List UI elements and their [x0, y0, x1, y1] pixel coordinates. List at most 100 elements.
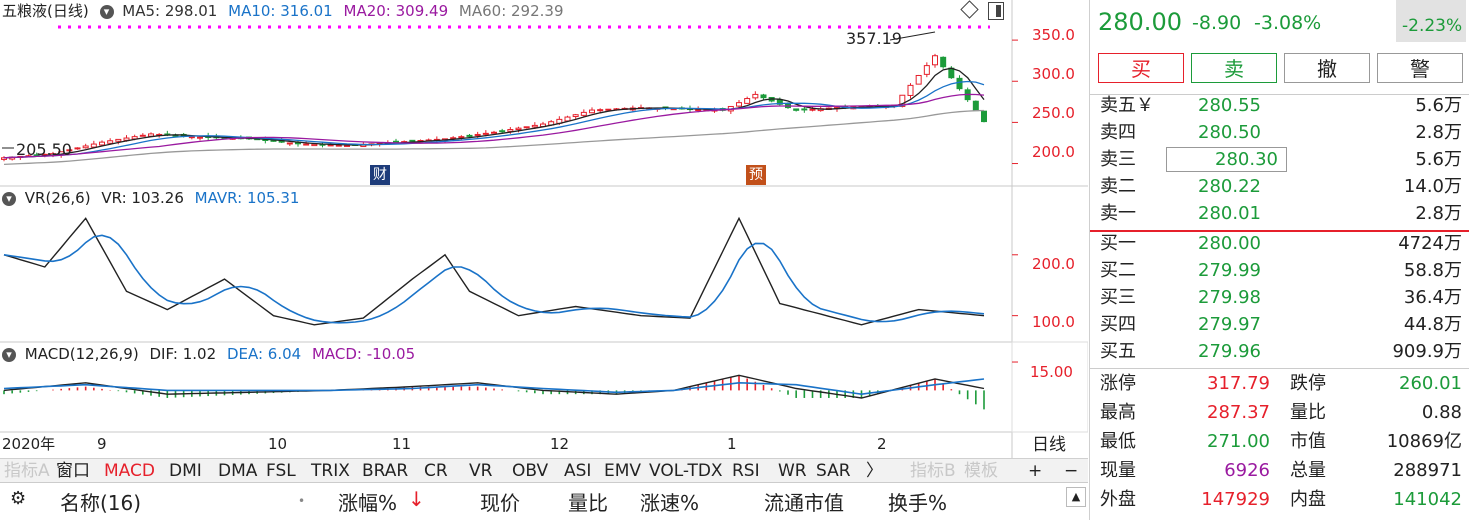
column-change-pct[interactable]: 涨幅%	[338, 491, 398, 515]
tab-16[interactable]: SAR	[816, 461, 851, 481]
tab-10[interactable]: OBV	[512, 461, 549, 481]
sell-button[interactable]: 卖	[1191, 53, 1277, 83]
bid-row-3[interactable]: 买三 279.98 36.4万	[1090, 284, 1469, 311]
book-level-label: 买五	[1100, 341, 1136, 362]
book-volume: 2.8万	[1415, 122, 1462, 143]
book-price[interactable]: 280.50	[1198, 122, 1261, 143]
ask-row-4[interactable]: 卖二 280.22 14.0万	[1090, 173, 1469, 200]
book-price[interactable]: 280.55	[1198, 95, 1261, 116]
column-name[interactable]: 名称(16)	[60, 491, 142, 515]
candle-body	[99, 141, 105, 146]
tab-7[interactable]: BRAR	[362, 461, 409, 481]
tab-17[interactable]: 〉	[866, 461, 883, 481]
book-price[interactable]: 280.00	[1198, 233, 1261, 254]
ma5-value: MA5: 298.01	[122, 2, 218, 20]
forecast-marker[interactable]: 预	[746, 165, 766, 185]
book-price[interactable]: 279.96	[1198, 341, 1261, 362]
kline-chart[interactable]	[0, 0, 1088, 458]
settings-icon[interactable]: ⚙	[10, 488, 27, 509]
tab-18[interactable]: 指标B	[910, 461, 956, 481]
stat-label: 总量	[1290, 460, 1326, 481]
book-volume: 2.8万	[1415, 203, 1462, 224]
column-turnover[interactable]: 换手%	[888, 491, 948, 515]
candle-body	[66, 149, 73, 152]
buttons-divider	[1090, 94, 1469, 95]
ma60-value: MA60: 292.39	[458, 2, 564, 20]
candle-body	[139, 134, 146, 137]
stats-row: 外盘 147929 内盘 141042	[1090, 486, 1469, 513]
candle-body	[736, 102, 742, 107]
book-price[interactable]: 279.99	[1198, 260, 1261, 281]
book-volume: 44.8万	[1403, 314, 1462, 335]
book-price[interactable]: 279.98	[1198, 287, 1261, 308]
ma20-line	[3, 93, 985, 159]
gear-icon[interactable]: ▾	[2, 347, 16, 362]
gear-icon[interactable]: ▾	[99, 4, 114, 19]
ask-row-5[interactable]: 卖一 280.01 2.8万	[1090, 200, 1469, 227]
finance-marker[interactable]: 财	[370, 165, 390, 185]
bid-row-2[interactable]: 买二 279.99 58.8万	[1090, 257, 1469, 284]
sort-down-icon[interactable]: ↓	[408, 487, 425, 511]
tab-13[interactable]: VOL-TDX	[649, 461, 723, 481]
gear-icon[interactable]: ▾	[2, 191, 16, 206]
tab-14[interactable]: RSI	[732, 461, 760, 481]
tab-1[interactable]: 窗口	[56, 461, 90, 481]
candle-body	[907, 84, 914, 96]
stat-label: 量比	[1290, 402, 1326, 423]
tab-0[interactable]: 指标A	[4, 461, 50, 481]
panel-toggle-icon[interactable]	[988, 2, 1004, 20]
tab-6[interactable]: TRIX	[311, 461, 350, 481]
tab-3[interactable]: DMI	[169, 461, 202, 481]
mavr-line	[3, 234, 985, 324]
chart-area[interactable]: 五粮液(日线) ▾ MA5: 298.01 MA10: 316.01 MA20:…	[0, 0, 1088, 488]
book-level-label: 卖一	[1100, 203, 1136, 224]
ask-row-1[interactable]: 卖五￥ 280.55 5.6万	[1090, 92, 1469, 119]
candle-body	[801, 108, 808, 111]
alert-button[interactable]: 警	[1377, 53, 1463, 83]
scroll-up-icon[interactable]: ▲	[1066, 487, 1086, 507]
book-price[interactable]: 280.22	[1198, 176, 1261, 197]
column-price[interactable]: 现价	[480, 491, 520, 515]
candle-body	[589, 109, 595, 114]
tab-19[interactable]: 模板	[964, 461, 998, 481]
book-level-label: 卖五￥	[1100, 95, 1154, 116]
column-vol-ratio[interactable]: 量比	[568, 491, 608, 515]
dif-value: DIF: 1.02	[149, 345, 217, 363]
date-label: 2	[877, 435, 887, 453]
book-price[interactable]: 279.97	[1198, 314, 1261, 335]
cancel-order-button[interactable]: 撤	[1284, 53, 1370, 83]
tab-20[interactable]: +	[1028, 461, 1043, 481]
bid-row-5[interactable]: 买五 279.96 909.9万	[1090, 338, 1469, 365]
book-price[interactable]: 280.30	[1166, 147, 1287, 172]
column-speed[interactable]: 涨速%	[640, 491, 700, 515]
vr-label: VR(26,6)	[24, 189, 91, 207]
buy-button[interactable]: 买	[1098, 53, 1184, 83]
candle-body	[531, 124, 538, 128]
tab-4[interactable]: DMA	[218, 461, 258, 481]
tab-12[interactable]: EMV	[604, 461, 642, 481]
tab-8[interactable]: CR	[424, 461, 448, 481]
ask-row-2[interactable]: 卖四 280.50 2.8万	[1090, 119, 1469, 146]
bullet-icon: •	[298, 494, 306, 508]
tab-21[interactable]: −	[1064, 461, 1079, 481]
tab-15[interactable]: WR	[778, 461, 807, 481]
book-price[interactable]: 280.01	[1198, 203, 1261, 224]
tab-5[interactable]: FSL	[266, 461, 296, 481]
book-level-label: 买二	[1100, 260, 1136, 281]
tab-9[interactable]: VR	[469, 461, 493, 481]
index-change-box[interactable]: -2.23%	[1396, 0, 1466, 42]
bid-row-4[interactable]: 买四 279.97 44.8万	[1090, 311, 1469, 338]
stats-row: 现量 6926 总量 288971	[1090, 457, 1469, 484]
stat-label: 最高	[1100, 402, 1136, 423]
price-tick: 250.0	[1032, 104, 1075, 122]
book-level-label: 买四	[1100, 314, 1136, 335]
period-label[interactable]: 日线	[1032, 435, 1066, 455]
bid-row-1[interactable]: 买一 280.00 4724万	[1090, 230, 1469, 257]
column-market-cap[interactable]: 流通市值	[764, 491, 844, 515]
candle-body	[523, 126, 530, 129]
tab-11[interactable]: ASI	[564, 461, 592, 481]
ask-row-3[interactable]: 卖三 280.30 5.6万	[1090, 146, 1469, 173]
macd-tick: 15.00	[1030, 363, 1073, 381]
price-panel-header: 五粮液(日线) ▾ MA5: 298.01 MA10: 316.01 MA20:…	[2, 1, 564, 21]
tab-2[interactable]: MACD	[104, 461, 155, 481]
